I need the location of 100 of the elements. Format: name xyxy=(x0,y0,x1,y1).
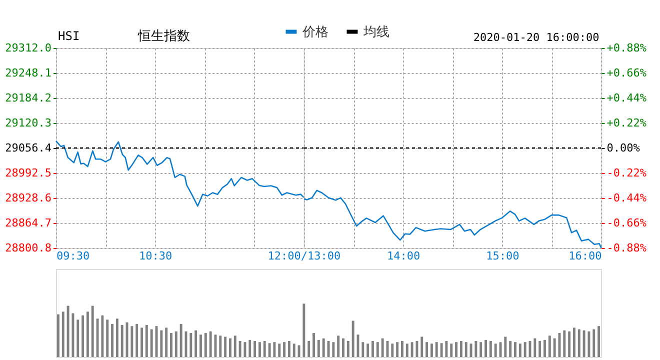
bar xyxy=(400,341,404,357)
y-tick-label: 29120.3 xyxy=(5,116,52,130)
bar xyxy=(480,342,482,357)
bar xyxy=(145,325,148,357)
x-tick-label: 16:00 xyxy=(568,250,602,262)
bar xyxy=(416,341,418,357)
y2-tick-label: -0.22% xyxy=(606,166,647,180)
bar xyxy=(82,315,84,357)
bar xyxy=(494,344,497,357)
bar xyxy=(332,342,335,357)
bar xyxy=(140,328,143,357)
bar xyxy=(410,342,414,357)
x-tick-label: 15:00 xyxy=(486,250,520,262)
bar xyxy=(366,344,370,357)
y-tick-label: 28928.6 xyxy=(5,192,52,204)
bar xyxy=(317,340,320,357)
bar xyxy=(165,328,168,357)
bar xyxy=(204,333,207,357)
bar xyxy=(474,341,478,357)
bar xyxy=(101,315,104,357)
bar xyxy=(194,330,198,357)
bar xyxy=(489,341,492,357)
bar xyxy=(268,343,271,357)
chart-subtitle: 恒生指数 xyxy=(137,29,190,44)
y-tick-label: 28800.8 xyxy=(5,242,52,254)
bar xyxy=(381,338,384,357)
bar xyxy=(292,344,296,357)
bar xyxy=(578,329,580,357)
bar xyxy=(455,342,458,357)
bar xyxy=(435,342,438,357)
bar xyxy=(234,336,236,357)
bar xyxy=(86,312,89,357)
bar xyxy=(582,330,586,357)
bar xyxy=(430,344,433,357)
bar xyxy=(440,343,443,357)
bar xyxy=(342,338,344,357)
bar xyxy=(72,313,74,357)
bar xyxy=(538,341,542,357)
bar xyxy=(209,331,212,357)
bar xyxy=(174,331,178,357)
y2-tick-label: +0.44% xyxy=(606,92,647,104)
bar xyxy=(150,329,153,357)
bar xyxy=(62,312,64,357)
y-tick-label: 29184.2 xyxy=(5,92,52,104)
bar xyxy=(420,336,424,357)
bar xyxy=(376,342,379,357)
bar xyxy=(548,336,551,357)
y-tick-label: 29312.0 xyxy=(5,42,52,54)
bar xyxy=(450,344,453,357)
bar xyxy=(254,341,256,357)
bar xyxy=(258,342,261,357)
bar xyxy=(106,320,109,357)
bar xyxy=(180,324,182,357)
bar xyxy=(66,306,70,357)
bar xyxy=(160,330,163,357)
x-tick-label: 09:30 xyxy=(56,250,90,262)
bar xyxy=(504,336,507,357)
chart-title: HSI xyxy=(58,29,80,43)
bar xyxy=(273,342,276,357)
x-tick-label: 12:00/13:00 xyxy=(268,250,341,262)
bar xyxy=(288,341,290,357)
bar xyxy=(558,333,561,357)
bar xyxy=(391,344,394,357)
bar xyxy=(544,340,546,357)
bar xyxy=(56,314,60,357)
y-tick-label: 29248.1 xyxy=(5,66,52,80)
bar xyxy=(244,342,246,357)
bar xyxy=(386,341,389,357)
bar xyxy=(572,328,576,357)
bar xyxy=(91,306,94,357)
bar xyxy=(372,341,374,357)
bar xyxy=(219,336,222,357)
legend-label: 均线 xyxy=(362,24,390,40)
bar xyxy=(464,342,468,357)
bar xyxy=(509,341,512,357)
y-tick-label: 28864.7 xyxy=(5,216,52,230)
bar xyxy=(352,320,354,357)
y2-tick-label: +0.66% xyxy=(606,66,647,80)
y2-tick-label: +0.22% xyxy=(606,116,647,130)
bar xyxy=(518,344,522,357)
bar xyxy=(484,340,487,357)
bar xyxy=(588,331,590,357)
bar xyxy=(278,344,281,357)
y-tick-label: 28992.5 xyxy=(5,166,52,180)
bar xyxy=(120,325,124,357)
bar xyxy=(170,333,172,357)
bar xyxy=(406,344,408,357)
y2-tick-label: 0.00% xyxy=(606,142,640,154)
bar xyxy=(190,333,192,357)
bar xyxy=(116,318,118,357)
bar xyxy=(200,334,202,357)
bar xyxy=(302,304,306,357)
x-tick-label: 14:00 xyxy=(387,250,420,262)
bar xyxy=(136,324,138,357)
y2-tick-label: -0.88% xyxy=(606,242,647,254)
text: 2020-01-20 16:00:00 xyxy=(473,31,600,44)
bar xyxy=(396,342,399,357)
bar xyxy=(534,338,536,357)
y2-tick-label: -0.66% xyxy=(606,216,647,230)
bar xyxy=(214,334,217,357)
